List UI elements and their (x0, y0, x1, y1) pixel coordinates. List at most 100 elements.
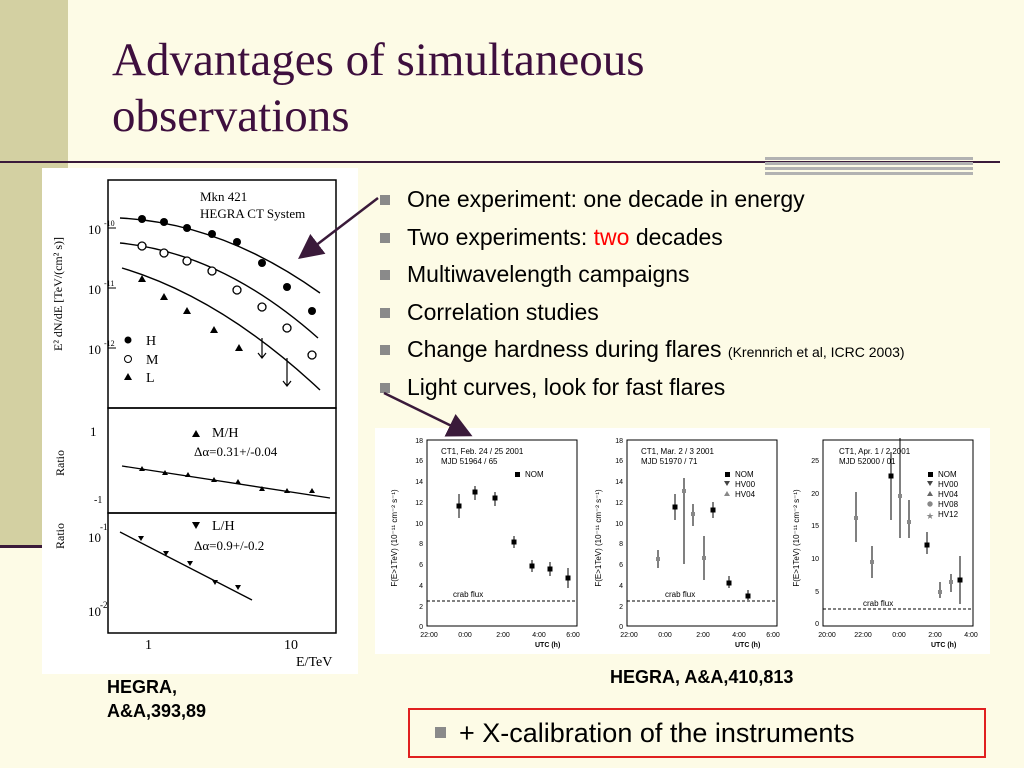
caption-left-line: A&A,393,89 (107, 701, 207, 721)
xtick-1: 1 (145, 638, 152, 653)
legend-symbol-h (124, 336, 132, 344)
legend-hv00-symbol (927, 481, 933, 486)
xtick-10: 10 (284, 638, 298, 653)
legend-hv08-symbol (927, 501, 933, 507)
bullet-text: Change hardness during flares (407, 336, 728, 362)
top-ytick-exp: -10 (104, 219, 115, 228)
panel-xticks: 22:00 0:00 2:00 4:00 6:00 (620, 632, 780, 639)
legend-label: HV04 (938, 490, 959, 499)
bot-point (163, 551, 169, 556)
h-point (233, 238, 241, 246)
spectrum-figure: E² dN/dE [TeV/(cm² s)] 10 -10 10 -11 10 … (42, 168, 358, 674)
legend-nom-symbol (515, 472, 520, 477)
xtick: 4:00 (732, 632, 746, 639)
panel-mjd: MJD 51964 / 65 (441, 457, 498, 466)
mid-panel-frame (107, 407, 337, 514)
panel-points (656, 478, 751, 600)
bot-ytick: 10 (88, 604, 101, 619)
legend-hv04-symbol (927, 491, 933, 496)
xtick: 4:00 (964, 632, 978, 639)
bullet-item: One experiment: one decade in energy (370, 184, 905, 222)
m-point (307, 350, 317, 360)
bot-point (138, 536, 144, 541)
l-point (210, 326, 218, 333)
bullet-text: One experiment: one decade in energy (407, 186, 805, 212)
legend-label-h: H (146, 334, 156, 349)
m-point (207, 266, 217, 276)
xtick: 0:00 (892, 632, 906, 639)
xcal-text: + X-calibration of the instruments (459, 718, 855, 748)
xtick: 0:00 (458, 632, 472, 639)
legend-hv04-symbol (724, 491, 730, 496)
xtick: 4:00 (532, 632, 546, 639)
bot-ytick-exp: -1 (100, 522, 108, 532)
m-point (257, 302, 267, 312)
panel-frame (822, 439, 974, 627)
bullet-item: Change hardness during flares (Krennrich… (370, 334, 905, 372)
crab-flux-label: crab flux (863, 599, 893, 608)
series-m-points (137, 241, 317, 360)
panel-xticks: 22:00 0:00 2:00 4:00 6:00 (420, 632, 580, 639)
panel-ylabel: F(E>1TeV) (10⁻¹¹ cm⁻² s⁻¹) (594, 489, 603, 587)
ytick: 4 (619, 583, 623, 590)
bot-point (235, 585, 241, 590)
crab-flux-label: crab flux (665, 590, 695, 599)
bullet-text: Two experiments: (407, 223, 594, 250)
m-point (137, 241, 147, 251)
bullet-text: Correlation studies (407, 298, 599, 325)
caption-right: HEGRA, A&A,410,813 (610, 667, 794, 687)
m-point (232, 285, 242, 295)
ytick: 6 (619, 562, 623, 569)
legend-label: HV12 (938, 510, 959, 519)
mid-legend-symbol (192, 430, 200, 437)
h-point (258, 259, 266, 267)
bot-fit-line (119, 531, 253, 601)
panel-points (854, 438, 963, 604)
bullet-item: Correlation studies (370, 297, 905, 335)
xtick: 22:00 (420, 632, 438, 639)
legend-label-m: M (146, 353, 159, 368)
ytick: 4 (419, 583, 423, 590)
ytick: 15 (811, 523, 819, 530)
mid-ratio-label: M/H (212, 426, 238, 441)
legend-nom-symbol (928, 472, 933, 477)
top-ylabel: E² dN/dE [TeV/(cm² s)] (51, 237, 65, 351)
legend-label: HV00 (735, 480, 756, 489)
ytick: 2 (419, 604, 423, 611)
legend-label: HV08 (938, 500, 959, 509)
fit-curve-l (121, 267, 321, 391)
mid-fit-line (121, 465, 331, 499)
legend-hv00-symbol (724, 481, 730, 486)
xtick: 2:00 (696, 632, 710, 639)
xtick: 2:00 (496, 632, 510, 639)
l-point (160, 293, 168, 300)
caption-left-line: HEGRA, (107, 677, 178, 697)
corner-stripes (765, 157, 973, 177)
mid-ylabel: Ratio (53, 450, 67, 476)
ytick: 12 (415, 500, 423, 507)
upper-limits (257, 338, 292, 387)
legend-nom-symbol (725, 472, 730, 477)
upper-limit-arrow (282, 358, 292, 387)
mid-point (309, 488, 315, 493)
ytick: 10 (811, 556, 819, 563)
legend-label: HV00 (938, 480, 959, 489)
m-point (182, 256, 192, 266)
mid-slope-label: Δα=0.31+/-0.04 (194, 444, 278, 459)
h-point (283, 283, 291, 291)
top-ytick-exp: -11 (104, 279, 114, 288)
ytick: 10 (615, 521, 623, 528)
panel-title: CT1, Mar. 2 / 3 2001 (641, 447, 714, 456)
legend-hv12-symbol: ★ (926, 511, 934, 521)
m-point (282, 323, 292, 333)
lightcurve-figure: F(E>1TeV) (10⁻¹¹ cm⁻² s⁻¹) CT1, Feb. 24 … (375, 428, 990, 654)
ytick: 8 (419, 541, 423, 548)
bot-ratio-label: L/H (212, 519, 235, 534)
ytick: 16 (615, 458, 623, 465)
bot-point (187, 561, 193, 566)
lightcurve-panel-1: F(E>1TeV) (10⁻¹¹ cm⁻² s⁻¹) CT1, Feb. 24 … (390, 438, 580, 649)
panel-xticks: 20:00 22:00 0:00 2:00 4:00 (818, 632, 978, 639)
panel-xlabel: UTC (h) (535, 642, 560, 649)
caption-left: HEGRA, A&A,393,89 (107, 675, 267, 723)
ytick: 18 (615, 438, 623, 445)
